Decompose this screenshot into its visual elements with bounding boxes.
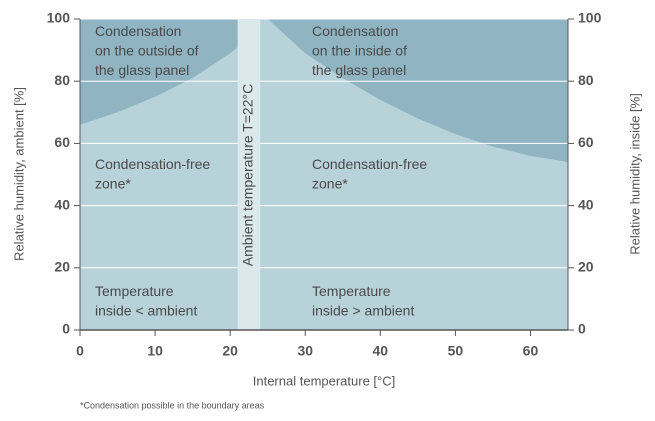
band-label: Ambient temperature T=22°C — [240, 84, 256, 266]
y-tick-label: 80 — [54, 72, 70, 88]
x-tick-label: 10 — [147, 343, 163, 359]
y2-tick-label: 80 — [578, 72, 594, 88]
y-tick-label: 0 — [62, 321, 70, 337]
annotation-line: on the inside of — [312, 42, 407, 58]
y2-axis-label: Relative humidity, inside [%] — [627, 93, 642, 255]
x-tick-label: 40 — [373, 343, 389, 359]
condensation-area — [80, 19, 238, 125]
annotation: Condensation-free zone* — [312, 156, 427, 192]
annotation-line: Temperature — [312, 283, 391, 299]
annotation: Temperature inside > ambient — [312, 283, 414, 319]
annotation-line: zone* — [312, 175, 348, 191]
annotation-line: on the outside of — [95, 42, 199, 58]
y-axis-label: Relative humidity, ambient [%] — [11, 87, 26, 261]
y2-tick-label: 20 — [578, 259, 594, 275]
annotation: Condensation on the inside of the glass pa… — [312, 23, 407, 78]
annotation: Condensation on the outside of the glass p… — [95, 23, 199, 78]
y2-tick-label: 40 — [578, 196, 594, 212]
x-tick-label: 30 — [297, 343, 313, 359]
x-tick-label: 0 — [76, 343, 84, 359]
y2-tick-label: 100 — [578, 10, 602, 26]
x-tick-label: 50 — [448, 343, 464, 359]
y2-tick-label: 0 — [578, 321, 586, 337]
footnote: *Condensation possible in the boundary a… — [80, 400, 265, 410]
annotation-line: Condensation — [312, 23, 398, 39]
y-tick-label: 100 — [47, 10, 71, 26]
x-axis-label: Internal temperature [°C] — [253, 373, 396, 388]
annotation-line: Condensation-free — [95, 156, 210, 172]
annotation-line: inside < ambient — [95, 302, 197, 318]
x-tick-label: 60 — [523, 343, 539, 359]
y-tick-label: 20 — [54, 259, 70, 275]
annotation: Temperature inside < ambient — [95, 283, 197, 319]
x-tick-label: 20 — [222, 343, 238, 359]
annotation: Condensation-free zone* — [95, 156, 210, 192]
annotation-line: zone* — [95, 175, 131, 191]
y-tick-label: 40 — [54, 196, 70, 212]
annotation-line: the glass panel — [95, 62, 189, 78]
annotation-line: Temperature — [95, 283, 174, 299]
condensation-area — [267, 19, 568, 163]
ambient-band — [237, 19, 261, 330]
annotation-line: inside > ambient — [312, 302, 414, 318]
y-tick-label: 60 — [54, 134, 70, 150]
y2-tick-label: 60 — [578, 134, 594, 150]
annotation-line: the glass panel — [312, 62, 406, 78]
annotation-line: Condensation-free — [312, 156, 427, 172]
annotation-line: Condensation — [95, 23, 181, 39]
